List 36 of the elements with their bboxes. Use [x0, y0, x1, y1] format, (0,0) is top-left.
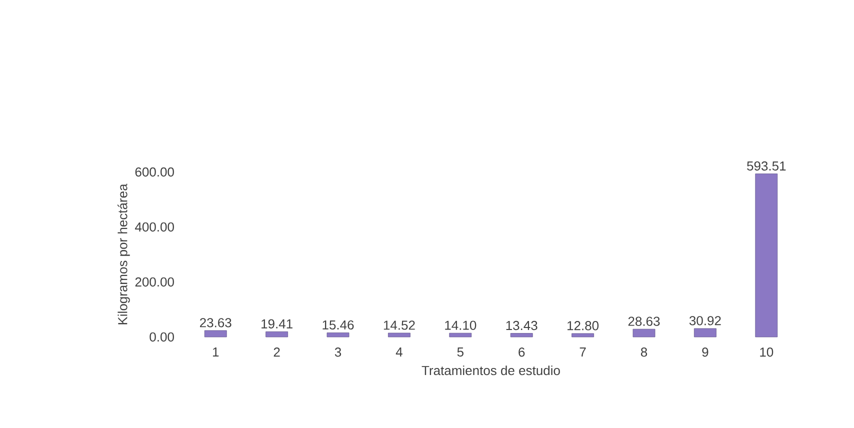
y-tick-label: 600.00	[135, 167, 174, 177]
bar	[449, 332, 472, 338]
bar	[694, 328, 716, 338]
data-label: 12.80	[568, 321, 599, 330]
y-tick-label: 200.00	[135, 277, 174, 287]
bar	[266, 331, 288, 338]
data-label: 23.63	[200, 318, 232, 328]
x-tick-label: 10	[760, 348, 774, 357]
y-tick-label: 400.00	[135, 222, 174, 232]
y-axis-title: Kilogramos por hectárea	[118, 184, 130, 324]
bar	[632, 328, 656, 338]
data-label: 28.63	[628, 316, 660, 326]
data-label: 15.46	[322, 320, 354, 330]
x-tick-label: 7	[580, 348, 586, 356]
x-tick-label: 5	[457, 348, 464, 357]
bar	[326, 332, 350, 338]
x-tick-label: 6	[518, 348, 525, 357]
bar	[572, 333, 594, 338]
data-label: 19.41	[262, 319, 292, 328]
x-tick-label: 8	[640, 348, 648, 357]
x-tick-label: 3	[334, 348, 342, 357]
x-tick-label: 4	[396, 348, 402, 356]
data-label: 13.43	[506, 320, 538, 330]
bar	[510, 333, 533, 338]
x-tick-label: 2	[274, 348, 280, 357]
data-label: 593.51	[747, 161, 786, 171]
x-axis-title: Tratamientos de estudio	[422, 366, 560, 376]
data-label: 14.10	[445, 320, 476, 330]
x-tick-label: 1	[212, 348, 219, 356]
y-tick-label: 0.00	[150, 332, 174, 342]
data-label: 30.92	[689, 316, 721, 326]
bar	[755, 174, 778, 338]
data-label: 14.52	[384, 320, 415, 330]
x-tick-label: 9	[702, 348, 708, 357]
bar	[204, 330, 227, 338]
bar	[388, 332, 410, 338]
